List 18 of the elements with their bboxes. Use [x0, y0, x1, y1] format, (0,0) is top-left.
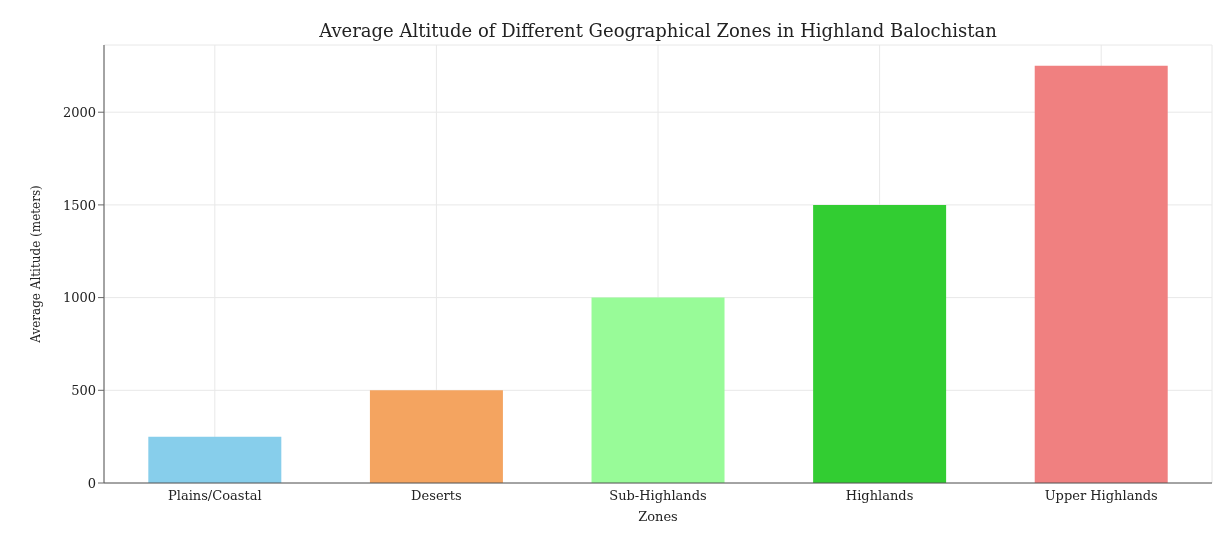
bar [369, 390, 503, 483]
bar [813, 204, 947, 483]
x-tick-label: Sub-Highlands [609, 488, 707, 504]
x-tick-label: Highlands [845, 488, 914, 504]
x-axis-title: Zones [638, 509, 678, 524]
y-tick-label: 1500 [62, 197, 96, 213]
bar [591, 297, 725, 483]
x-tick-label: Deserts [411, 488, 462, 504]
y-tick-label: 1000 [62, 290, 96, 306]
y-tick-label: 0 [87, 475, 96, 491]
bar [148, 436, 282, 483]
y-axis-title: Average Altitude (meters) [29, 185, 44, 344]
chart-title: Average Altitude of Different Geographical Zones in Highland Balochistan [318, 20, 998, 41]
y-tick-label: 2000 [62, 104, 96, 120]
y-tick-label: 500 [71, 382, 96, 398]
x-tick-label: Plains/Coastal [168, 488, 262, 504]
bar [1034, 65, 1168, 483]
x-tick-label: Upper Highlands [1044, 488, 1158, 504]
